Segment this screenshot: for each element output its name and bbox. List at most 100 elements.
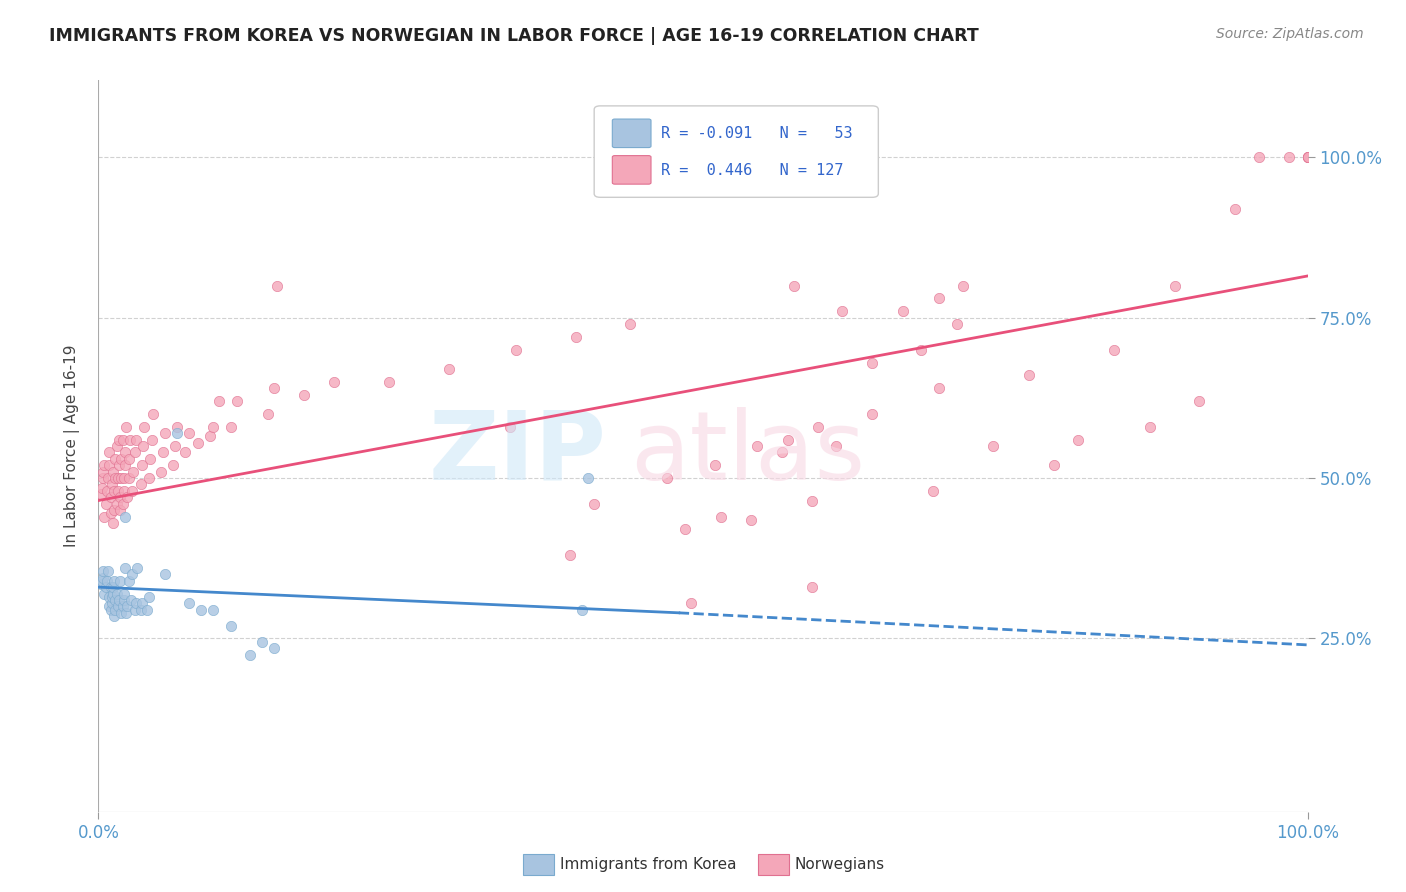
Point <box>121 567 143 582</box>
FancyBboxPatch shape <box>613 119 651 147</box>
Point <box>98 599 121 614</box>
Point <box>104 602 127 616</box>
Point <box>179 596 201 610</box>
Point <box>101 465 124 479</box>
Point <box>105 497 128 511</box>
Point <box>1139 419 1161 434</box>
Point <box>135 602 157 616</box>
Point <box>1067 433 1090 447</box>
Point <box>710 509 733 524</box>
Point <box>152 445 174 459</box>
Point <box>118 574 141 588</box>
Point <box>891 304 914 318</box>
Point <box>117 599 139 614</box>
Point <box>860 355 883 369</box>
Point <box>108 458 131 473</box>
Point <box>118 433 141 447</box>
Point <box>831 304 853 318</box>
Point <box>91 570 114 584</box>
Point <box>221 618 243 632</box>
Point <box>1278 150 1301 164</box>
Point <box>121 483 143 498</box>
Point <box>131 596 153 610</box>
Point <box>263 641 285 656</box>
Point <box>129 477 152 491</box>
Point <box>118 451 141 466</box>
Point <box>111 497 134 511</box>
Point <box>111 433 134 447</box>
Point <box>100 477 122 491</box>
Point <box>770 445 793 459</box>
Point <box>704 458 727 473</box>
Point <box>174 445 197 459</box>
Point <box>266 278 288 293</box>
Text: IMMIGRANTS FROM KOREA VS NORWEGIAN IN LABOR FORCE | AGE 16-19 CORRELATION CHART: IMMIGRANTS FROM KOREA VS NORWEGIAN IN LA… <box>49 27 979 45</box>
Point <box>98 590 121 604</box>
Point <box>108 433 131 447</box>
Point <box>198 429 221 443</box>
Point <box>125 433 148 447</box>
Point <box>107 471 129 485</box>
Point <box>93 509 115 524</box>
Point <box>921 483 943 498</box>
Point <box>97 471 120 485</box>
Point <box>323 375 346 389</box>
Point <box>110 606 132 620</box>
Point <box>91 574 114 588</box>
Point <box>108 503 131 517</box>
Point <box>162 458 184 473</box>
Point <box>138 471 160 485</box>
Point <box>1102 343 1125 357</box>
Point <box>139 451 162 466</box>
Point <box>655 471 678 485</box>
Point <box>825 439 848 453</box>
Point <box>93 586 115 600</box>
Point <box>1163 278 1185 293</box>
Point <box>100 507 122 521</box>
Point <box>124 602 146 616</box>
Point <box>103 574 125 588</box>
Point <box>153 567 176 582</box>
Point <box>807 419 830 434</box>
Point <box>118 471 141 485</box>
Point <box>112 586 135 600</box>
Point <box>1296 150 1319 164</box>
FancyBboxPatch shape <box>613 155 651 184</box>
Point <box>100 602 122 616</box>
Point <box>166 419 188 434</box>
Point <box>221 419 243 434</box>
Point <box>505 343 527 357</box>
Point <box>115 419 138 434</box>
Point <box>292 387 315 401</box>
Text: Immigrants from Korea: Immigrants from Korea <box>560 857 737 871</box>
Point <box>747 439 769 453</box>
Point <box>104 471 127 485</box>
Point <box>114 509 136 524</box>
Point <box>125 596 148 610</box>
Point <box>202 419 225 434</box>
Point <box>860 407 883 421</box>
Point <box>107 599 129 614</box>
Point <box>117 491 139 505</box>
Point <box>150 465 173 479</box>
Point <box>138 590 160 604</box>
Point <box>1223 202 1246 216</box>
Point <box>90 577 112 591</box>
Point <box>110 471 132 485</box>
Point <box>142 407 165 421</box>
Point <box>98 458 121 473</box>
Point <box>112 483 135 498</box>
Point <box>104 593 127 607</box>
Point <box>782 278 804 293</box>
Point <box>93 458 115 473</box>
Point <box>98 445 121 459</box>
Point <box>105 439 128 453</box>
Point <box>740 513 762 527</box>
Point <box>558 548 581 562</box>
FancyBboxPatch shape <box>595 106 879 197</box>
Point <box>107 483 129 498</box>
Point <box>250 634 273 648</box>
Point <box>132 439 155 453</box>
Point <box>1042 458 1064 473</box>
Point <box>91 481 114 495</box>
